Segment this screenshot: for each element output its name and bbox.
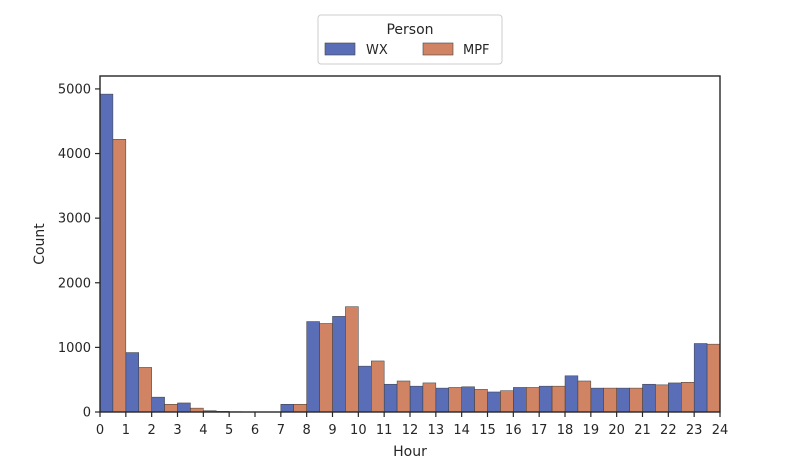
bar-wx-hour-21 <box>642 383 656 413</box>
bar-mpf-hour-15 <box>500 390 514 413</box>
bar-mpf-hour-11 <box>396 380 411 413</box>
legend-swatch-mpf <box>422 42 454 56</box>
legend-swatch-wx <box>324 42 356 56</box>
bar-wx-hour-8 <box>306 321 320 413</box>
bar-mpf-hour-16 <box>526 387 540 413</box>
legend: Person WX MPF <box>317 14 503 65</box>
bar-wx-hour-0 <box>99 93 114 413</box>
bar-wx-hour-15 <box>487 391 501 413</box>
bar-wx-hour-1 <box>125 352 140 413</box>
bar-wx-hour-19 <box>590 387 604 413</box>
bar-wx-hour-9 <box>332 316 346 413</box>
bar-wx-hour-16 <box>513 387 527 413</box>
y-tick-label: 3000 <box>58 212 91 227</box>
bar-mpf-hour-1 <box>138 367 152 413</box>
bar-mpf-hour-22 <box>681 382 695 413</box>
bar-wx-hour-18 <box>564 375 579 413</box>
x-tick-label: 21 <box>634 423 651 438</box>
bar-mpf-hour-9 <box>345 306 359 413</box>
x-tick-label: 14 <box>453 423 470 438</box>
legend-label-mpf: MPF <box>463 43 490 58</box>
x-tick-label: 2 <box>148 423 156 438</box>
bar-mpf-hour-10 <box>371 360 385 413</box>
bar-wx-hour-20 <box>616 387 630 413</box>
x-tick-label: 3 <box>173 423 181 438</box>
bar-mpf-hour-8 <box>319 323 333 413</box>
x-tick-label: 12 <box>402 423 419 438</box>
legend-frame <box>317 14 503 65</box>
bar-wx-hour-23 <box>693 343 708 413</box>
bar-wx-hour-14 <box>461 386 475 413</box>
bar-mpf-hour-20 <box>629 387 643 413</box>
y-tick-label: 0 <box>83 406 91 421</box>
x-tick-label: 16 <box>505 423 522 438</box>
x-tick-label: 24 <box>712 423 729 438</box>
bar-mpf-hour-12 <box>422 382 437 413</box>
bar-wx-hour-13 <box>435 387 450 413</box>
x-tick-label: 11 <box>376 423 393 438</box>
x-tick-label: 9 <box>328 423 336 438</box>
y-tick-label: 4000 <box>58 147 91 162</box>
x-tick-label: 19 <box>583 423 600 438</box>
x-tick-label: 13 <box>428 423 445 438</box>
x-tick-label: 8 <box>303 423 311 438</box>
x-tick-label: 4 <box>199 423 207 438</box>
bar-mpf-hour-7 <box>293 403 307 413</box>
legend-label-wx: WX <box>366 43 388 58</box>
y-tick-label: 1000 <box>58 341 91 356</box>
bar-wx-hour-22 <box>668 382 682 413</box>
y-axis-label: Count <box>32 223 48 265</box>
x-tick-label: 20 <box>608 423 625 438</box>
x-tick-label: 10 <box>350 423 367 438</box>
bars-group <box>99 93 721 413</box>
bar-mpf-hour-14 <box>474 389 488 413</box>
bar-mpf-hour-2 <box>164 403 178 413</box>
bar-wx-hour-10 <box>358 365 372 413</box>
x-tick-label: 5 <box>225 423 233 438</box>
x-axis-ticks: 0 1 2 3 4 5 6 7 8 9 10 11 12 13 14 15 16 17 18 19 20 21 22 23 24 <box>96 412 728 438</box>
bar-wx-hour-2 <box>151 396 165 413</box>
x-tick-label: 15 <box>479 423 496 438</box>
x-tick-label: 6 <box>251 423 259 438</box>
bar-mpf-hour-17 <box>551 385 566 413</box>
bar-wx-hour-17 <box>538 385 553 413</box>
bar-wx-hour-11 <box>383 383 398 413</box>
bar-wx-hour-3 <box>177 402 191 413</box>
legend-title: Person <box>386 22 433 38</box>
y-tick-label: 5000 <box>58 82 91 97</box>
plot-frame <box>99 75 721 413</box>
x-tick-label: 1 <box>122 423 130 438</box>
x-tick-label: 7 <box>277 423 285 438</box>
bar-wx-hour-12 <box>409 385 424 413</box>
x-tick-label: 17 <box>531 423 548 438</box>
x-tick-label: 22 <box>660 423 677 438</box>
x-tick-label: 23 <box>686 423 703 438</box>
x-tick-label: 18 <box>557 423 574 438</box>
bar-mpf-hour-23 <box>706 343 721 413</box>
bar-mpf-hour-21 <box>655 384 669 413</box>
bar-mpf-hour-0 <box>112 139 127 413</box>
x-axis-label: Hour <box>393 444 427 460</box>
bar-wx-hour-7 <box>280 403 295 413</box>
bar-mpf-hour-19 <box>603 387 617 413</box>
bar-mpf-hour-18 <box>577 380 592 413</box>
x-tick-label: 0 <box>96 423 104 438</box>
y-tick-label: 2000 <box>58 276 91 291</box>
bar-mpf-hour-13 <box>448 387 462 413</box>
y-axis-ticks: 0 1000 2000 3000 4000 5000 <box>58 82 100 421</box>
